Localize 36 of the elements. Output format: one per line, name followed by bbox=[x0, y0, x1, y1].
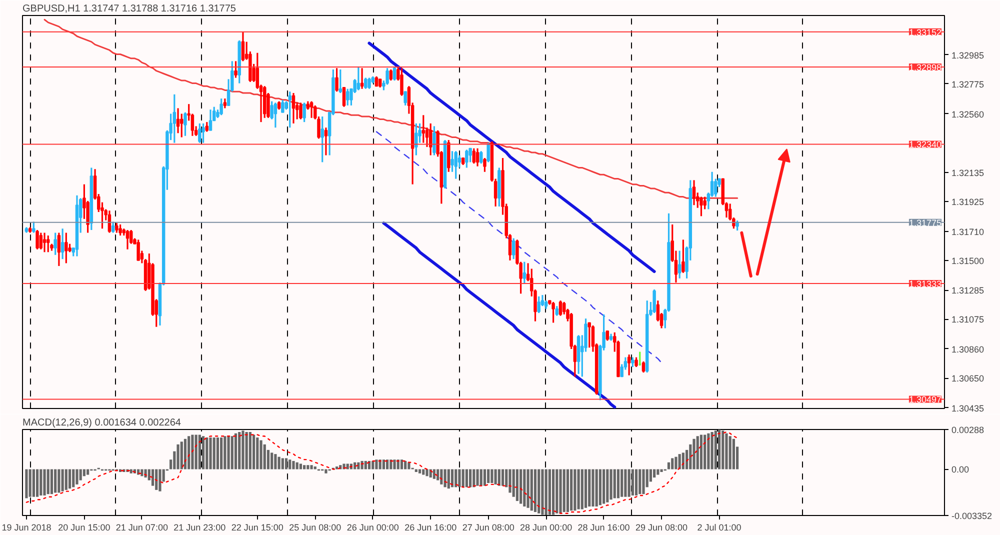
x-tick-label: 26 Jun 00:00 bbox=[346, 522, 399, 532]
x-tick-label: 29 Jun 08:00 bbox=[636, 522, 688, 532]
y-tick-label: 1.32775 bbox=[952, 80, 984, 90]
x-tick-label: 25 Jun 08:00 bbox=[289, 522, 342, 532]
ref-line-label: 1.31333 bbox=[908, 279, 942, 290]
x-tick-label: 21 Jun 07:00 bbox=[116, 522, 168, 532]
x-tick-label: 22 Jun 15:00 bbox=[231, 522, 284, 532]
y-tick-label: 1.32985 bbox=[952, 50, 984, 60]
y-tick-label: 0.00288 bbox=[952, 425, 984, 435]
ref-line-label: 1.33152 bbox=[908, 27, 942, 38]
y-tick-label: 1.30860 bbox=[952, 344, 984, 354]
x-tick-label: 28 Jun 00:00 bbox=[520, 522, 572, 532]
ref-line-label: 1.32340 bbox=[908, 140, 942, 150]
x-tick-label: 27 Jun 08:00 bbox=[462, 522, 514, 532]
ref-line-label: 1.32898 bbox=[908, 62, 942, 72]
y-tick-label: -0.003352 bbox=[952, 511, 992, 521]
y-tick-label: 1.31285 bbox=[952, 286, 984, 296]
y-tick-label: 1.31075 bbox=[952, 314, 984, 325]
chart-title: MACD(12,26,9) 0.001634 0.002264 bbox=[22, 418, 182, 428]
x-tick-label: 28 Jun 16:00 bbox=[578, 522, 630, 532]
x-tick-label: 26 Jun 16:00 bbox=[404, 522, 457, 532]
ref-line-label: 1.31775 bbox=[908, 218, 942, 228]
x-tick-label: 20 Jun 15:00 bbox=[58, 522, 110, 532]
ref-line-label: 1.30497 bbox=[908, 394, 942, 405]
x-tick-label: 19 Jun 2018 bbox=[2, 522, 52, 532]
y-tick-label: 1.31710 bbox=[952, 226, 984, 237]
y-tick-label: 1.32135 bbox=[952, 168, 984, 178]
x-tick-label: 2 Jul 01:00 bbox=[697, 522, 742, 532]
y-tick-label: 1.30650 bbox=[952, 374, 984, 384]
chart-title: GBPUSD,H1 1.31747 1.31788 1.31716 1.31775 bbox=[22, 4, 236, 14]
x-tick-label: 21 Jun 23:00 bbox=[174, 522, 226, 532]
y-tick-label: 1.31500 bbox=[952, 256, 984, 266]
y-tick-label: 1.30435 bbox=[952, 403, 984, 414]
y-tick-label: 0.00 bbox=[952, 464, 970, 475]
y-tick-label: 1.31925 bbox=[952, 197, 984, 208]
y-tick-label: 1.32560 bbox=[952, 109, 984, 120]
